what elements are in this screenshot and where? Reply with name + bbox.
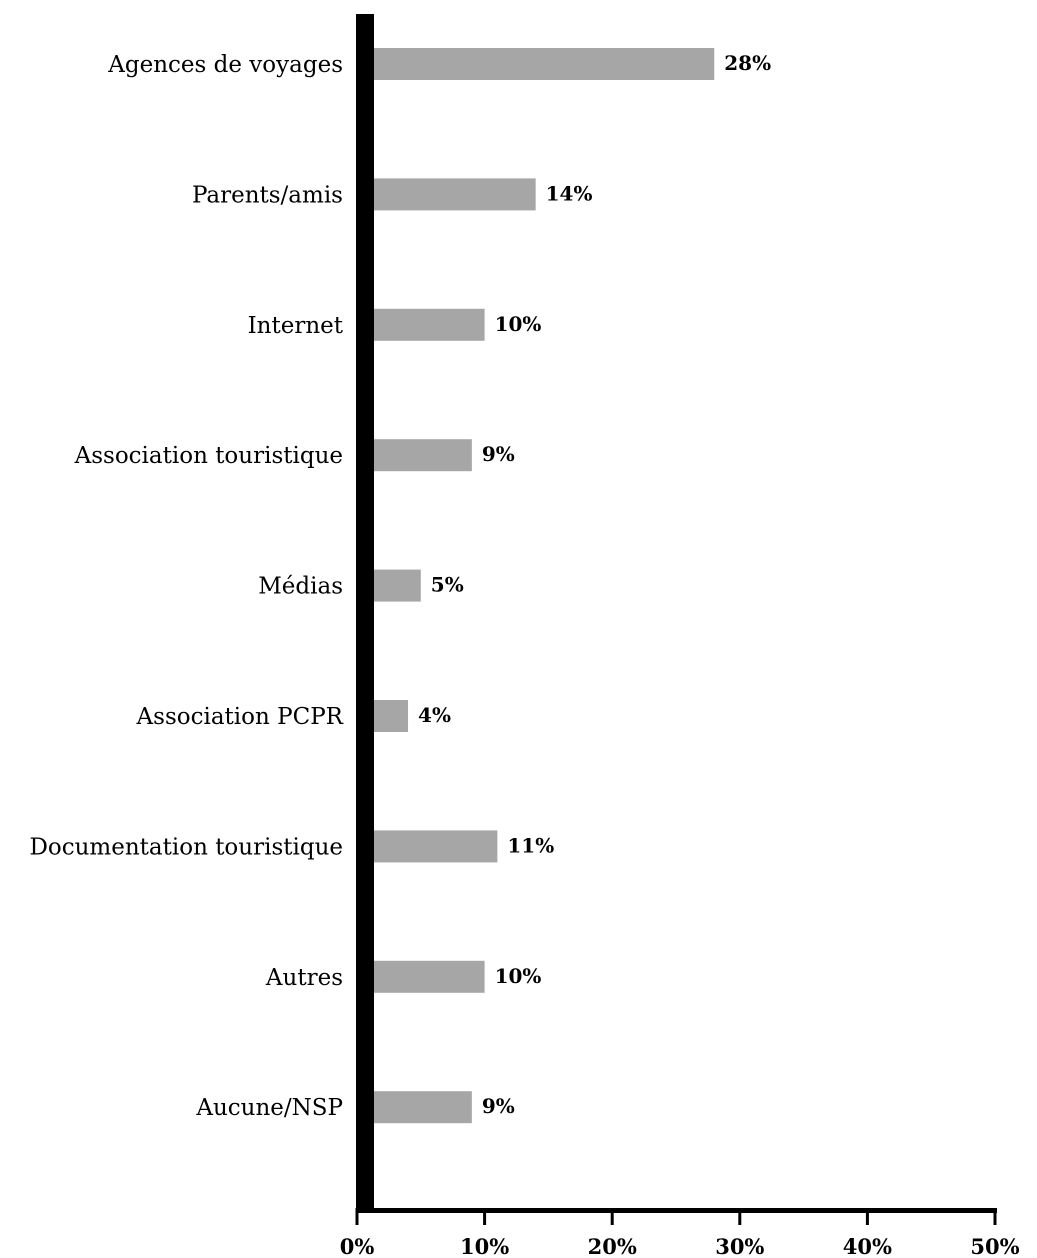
x-tick-label-5: 50% [970, 1234, 1019, 1258]
x-axis-ticks: 0% 10% 20% 30% 40% 50% [340, 1208, 1020, 1258]
value-label-1: 14% [546, 181, 593, 205]
category-label-5: Association PCPR [136, 704, 344, 730]
value-label-4: 5% [431, 573, 464, 597]
value-label-2: 10% [495, 312, 542, 336]
value-label-0: 28% [724, 51, 771, 75]
category-label-2: Internet [248, 313, 344, 339]
x-tick-label-0: 0% [340, 1234, 375, 1258]
x-tick-mark-4 [865, 1208, 869, 1225]
value-label-3: 9% [482, 442, 515, 466]
value-label-8: 9% [482, 1094, 515, 1118]
category-label-0: Agences de voyages [107, 52, 343, 78]
x-tick-mark-2 [610, 1208, 614, 1225]
category-label-4: Médias [258, 574, 343, 600]
category-labels: Agences de voyages Parents/amis Internet As… [29, 52, 343, 1121]
bar-1 [357, 178, 536, 211]
x-tick-label-3: 30% [715, 1234, 764, 1258]
x-tick-mark-3 [738, 1208, 742, 1225]
x-tick-mark-5 [993, 1208, 997, 1225]
x-axis-line [356, 1208, 997, 1213]
category-label-1: Parents/amis [192, 182, 343, 208]
y-axis-line [356, 14, 374, 1212]
category-label-3: Association touristique [74, 443, 343, 469]
x-tick-mark-1 [483, 1208, 487, 1225]
value-labels: 28% 14% 10% 9% 5% 4% 11% 10% 9% [418, 51, 771, 1118]
category-label-7: Autres [265, 965, 343, 991]
category-label-6: Documentation touristique [29, 834, 343, 860]
value-label-7: 10% [495, 964, 542, 988]
bar-0 [357, 48, 715, 80]
x-tick-mark-0 [355, 1208, 359, 1225]
x-tick-label-1: 10% [460, 1234, 509, 1258]
value-label-6: 11% [507, 833, 554, 857]
category-label-8: Aucune/NSP [195, 1095, 343, 1121]
bar-6 [357, 830, 498, 863]
bar-8 [357, 1091, 472, 1124]
bar-7 [357, 960, 485, 993]
value-label-5: 4% [418, 703, 451, 727]
bar-2 [357, 308, 485, 341]
x-tick-label-2: 20% [588, 1234, 637, 1258]
x-tick-label-4: 40% [843, 1234, 892, 1258]
bar-3 [357, 439, 472, 472]
bars-group [357, 48, 715, 1124]
